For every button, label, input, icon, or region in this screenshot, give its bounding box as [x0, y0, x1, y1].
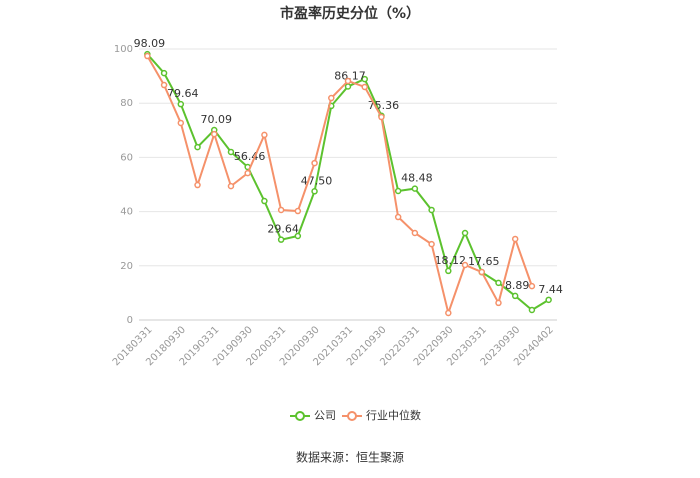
point: [160, 69, 168, 77]
series-line: [146, 53, 550, 312]
point: [160, 81, 168, 89]
point: [495, 299, 502, 307]
point: [445, 309, 452, 317]
point: [261, 197, 268, 205]
point: [177, 119, 185, 127]
point: [511, 292, 519, 300]
point: [244, 169, 251, 177]
data-label: 56.46: [234, 150, 266, 163]
point: [528, 306, 536, 314]
point: [277, 236, 285, 243]
point: [445, 267, 452, 275]
source: 数据来源：恒生聚源: [296, 450, 404, 465]
point: [545, 296, 552, 304]
point: [411, 229, 419, 237]
point: [227, 148, 235, 156]
point: [428, 240, 435, 248]
data-label: 17.65: [468, 255, 500, 268]
data-label: 29.64: [267, 223, 299, 236]
data-label: 47.50: [301, 174, 333, 187]
point: [394, 187, 402, 195]
data-label: 18.12: [435, 254, 467, 267]
y-tick-label: 80: [120, 98, 133, 109]
point: [227, 182, 235, 190]
point: [144, 52, 151, 60]
point: [428, 206, 435, 214]
data-label: 8.89: [505, 279, 530, 292]
data-label: 75.36: [368, 99, 400, 112]
point: [378, 113, 385, 121]
point: [478, 268, 486, 276]
point: [495, 279, 502, 287]
point: [461, 261, 469, 269]
data-label: 7.44: [538, 283, 563, 296]
legend-label: 行业中位数: [366, 408, 421, 422]
legend-marker: [347, 411, 357, 421]
point: [194, 181, 201, 189]
point: [461, 229, 469, 237]
point: [277, 206, 285, 214]
point: [194, 143, 201, 151]
y-tick-label: 20: [120, 261, 133, 272]
data-label: 48.48: [401, 172, 433, 185]
point: [411, 185, 419, 192]
y-tick-label: 60: [120, 152, 133, 163]
point: [528, 282, 536, 290]
y-tick-label: 40: [120, 207, 133, 218]
point: [294, 207, 302, 215]
legend-marker: [295, 411, 305, 421]
point: [294, 232, 302, 240]
data-label: 86.17: [334, 69, 366, 82]
point: [344, 77, 352, 85]
point: [311, 159, 318, 167]
point: [311, 188, 318, 195]
data-label: 70.09: [200, 113, 232, 126]
point: [177, 100, 185, 108]
y-tick-label: 0: [127, 315, 133, 326]
point: [328, 94, 335, 102]
point: [394, 213, 402, 221]
data-label: 98.09: [134, 37, 166, 50]
point: [361, 75, 368, 83]
y-tick-label: 100: [114, 44, 133, 55]
point: [344, 83, 352, 90]
series-line: [146, 55, 533, 317]
point: [511, 235, 519, 243]
data-label: 79.64: [167, 87, 199, 100]
point: [261, 131, 268, 139]
legend-label: 公司: [314, 409, 336, 422]
point: [361, 83, 368, 91]
chart-title: 市盈率历史分位（%）: [280, 5, 420, 22]
point: [210, 130, 218, 138]
